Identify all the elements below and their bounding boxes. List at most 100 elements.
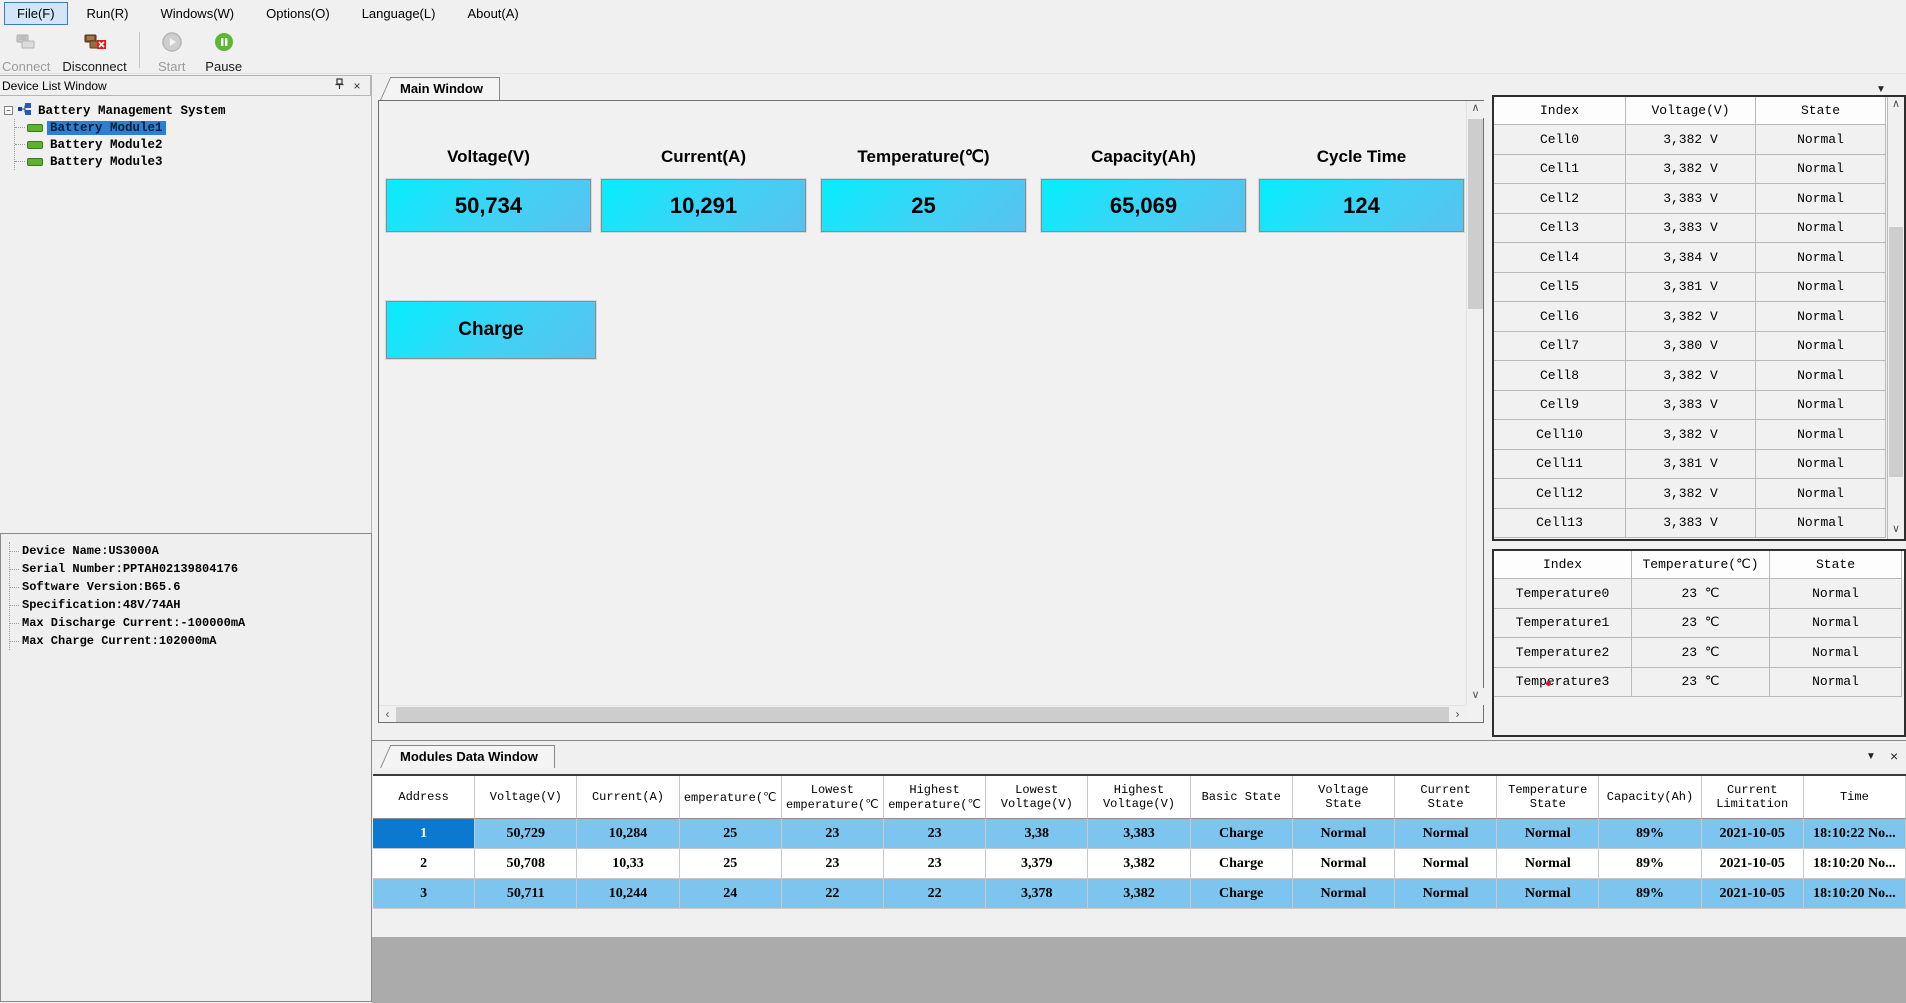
table-row[interactable]: Cell12 3,382 V Normal	[1494, 479, 1904, 509]
start-button[interactable]: Start	[146, 30, 198, 76]
main-vertical-scrollbar[interactable]: ∧ ∨	[1466, 101, 1484, 705]
column-header[interactable]: Time	[1803, 776, 1906, 819]
connect-button[interactable]: Connect	[0, 30, 56, 76]
table-row[interactable]: Temperature2 23 ℃ Normal	[1494, 638, 1904, 668]
temperature-table-header: Index Temperature(℃) State	[1494, 551, 1904, 579]
menu-item-options[interactable]: Options(O)	[266, 5, 330, 21]
table-row[interactable]: Cell2 3,383 V Normal	[1494, 184, 1904, 214]
column-header[interactable]: Temperature State	[1497, 776, 1600, 819]
column-header[interactable]: Highest Voltage(V)	[1088, 776, 1191, 819]
scroll-down-icon[interactable]: ∨	[1888, 522, 1904, 539]
close-icon[interactable]: ×	[1890, 748, 1899, 764]
table-cell: 3,380 V	[1626, 331, 1756, 361]
table-cell: 3,383 V	[1626, 390, 1756, 420]
table-row[interactable]: Cell5 3,381 V Normal	[1494, 272, 1904, 302]
charge-state-button[interactable]: Charge	[385, 300, 597, 360]
menu-item-about[interactable]: About(A)	[467, 5, 519, 21]
column-header[interactable]: Current(A)	[577, 776, 680, 819]
column-header[interactable]: Capacity(Ah)	[1599, 776, 1702, 819]
table-row[interactable]: Cell4 3,384 V Normal	[1494, 243, 1904, 273]
table-row[interactable]: Cell9 3,383 V Normal	[1494, 390, 1904, 420]
table-cell: 89%	[1599, 819, 1702, 849]
column-header[interactable]: Current State	[1394, 776, 1498, 819]
tree-item-battery-module3[interactable]: Battery Module3	[15, 153, 371, 170]
table-cell: Charge	[1190, 879, 1293, 909]
table-cell: 3,381 V	[1626, 449, 1756, 479]
scroll-left-icon[interactable]: ‹	[379, 706, 396, 722]
column-header[interactable]: Lowest Voltage(V)	[986, 776, 1089, 819]
disconnect-button[interactable]: Disconnect	[56, 30, 132, 76]
column-header[interactable]: emperature(℃	[679, 776, 782, 819]
column-header[interactable]: State	[1770, 551, 1902, 579]
main-horizontal-scrollbar[interactable]: ‹ ›	[379, 705, 1466, 722]
table-cell: 23	[781, 819, 884, 849]
table-row[interactable]: Temperature1 23 ℃ Normal	[1494, 608, 1904, 638]
table-cell: 23 ℃	[1632, 667, 1770, 697]
scroll-down-icon[interactable]: ∨	[1467, 688, 1484, 705]
column-header[interactable]: Temperature(℃)	[1632, 551, 1770, 579]
table-cell: Normal	[1756, 390, 1886, 420]
scrollbar-thumb[interactable]	[1468, 119, 1483, 309]
table-cell: 10,244	[577, 879, 680, 909]
modules-data-panel: Modules Data Window ▼ × Address Voltage(…	[372, 740, 1906, 1003]
tree-root-bms[interactable]: − Battery Management System	[4, 102, 371, 119]
table-cell: Cell11	[1494, 449, 1626, 479]
table-row[interactable]: Cell0 3,382 V Normal	[1494, 125, 1904, 155]
collapse-icon[interactable]: −	[4, 106, 13, 115]
toolbar-separator	[138, 32, 140, 68]
tab-main-window[interactable]: Main Window	[390, 77, 500, 100]
chevron-down-icon[interactable]: ▼	[1876, 84, 1886, 95]
column-header[interactable]: Basic State	[1190, 776, 1293, 819]
scroll-up-icon[interactable]: ∧	[1467, 101, 1484, 118]
table-row[interactable]: Cell7 3,380 V Normal	[1494, 331, 1904, 361]
scroll-up-icon[interactable]: ∧	[1888, 97, 1904, 114]
table-row[interactable]: 3 50,711 10,244 24 22 22 3,378 3,382 Charge Norma…	[373, 879, 1906, 909]
table-row[interactable]: Cell8 3,382 V Normal	[1494, 361, 1904, 391]
table-cell: 2021-10-05	[1701, 879, 1804, 909]
main-window-content: Voltage(V) Current(A) Temperature(℃) Cap…	[378, 100, 1484, 723]
menu-item-windows[interactable]: Windows(W)	[160, 5, 235, 21]
close-icon[interactable]: ×	[353, 78, 361, 93]
menu-item-run[interactable]: Run(R)	[86, 5, 129, 21]
tab-modules-data-window[interactable]: Modules Data Window	[390, 745, 555, 768]
table-row[interactable]: 2 50,708 10,33 25 23 23 3,379 3,382 Charge Normal…	[373, 849, 1906, 879]
table-cell: Cell9	[1494, 390, 1626, 420]
table-row[interactable]: 1 50,729 10,284 25 23 23 3,38 3,383 Charge Normal…	[373, 819, 1906, 849]
table-cell: Normal	[1756, 272, 1886, 302]
scrollbar-thumb[interactable]	[396, 707, 1449, 722]
table-row[interactable]: Cell1 3,382 V Normal	[1494, 154, 1904, 184]
column-header[interactable]: Address	[373, 776, 476, 819]
table-row[interactable]: Cell13 3,383 V Normal	[1494, 508, 1904, 538]
device-tree: − Battery Management System Battery Modu…	[0, 96, 371, 170]
column-header[interactable]: Voltage(V)	[1626, 97, 1756, 125]
table-row[interactable]: Temperature3 23 ℃ Normal	[1494, 667, 1904, 697]
column-header[interactable]: Current Limitation	[1701, 776, 1804, 819]
scroll-right-icon[interactable]: ›	[1449, 706, 1466, 722]
column-header[interactable]: Voltage State	[1292, 776, 1395, 819]
cell-table-scrollbar[interactable]: ∧ ∨	[1887, 97, 1904, 539]
table-cell: Temperature2	[1494, 638, 1632, 668]
menu-item-language[interactable]: Language(L)	[361, 5, 436, 21]
column-header[interactable]: Voltage(V)	[475, 776, 578, 819]
pause-button[interactable]: Pause	[198, 30, 250, 76]
column-header[interactable]: Highest emperature(℃	[883, 776, 987, 819]
table-row[interactable]: Cell11 3,381 V Normal	[1494, 449, 1904, 479]
tree-item-battery-module1[interactable]: Battery Module1	[15, 119, 371, 136]
tree-item-battery-module2[interactable]: Battery Module2	[15, 136, 371, 153]
table-cell: Cell6	[1494, 302, 1626, 332]
chevron-down-icon[interactable]: ▼	[1866, 751, 1876, 762]
scrollbar-thumb[interactable]	[1889, 227, 1903, 477]
table-row[interactable]: Cell6 3,382 V Normal	[1494, 302, 1904, 332]
table-row[interactable]: Temperature0 23 ℃ Normal	[1494, 579, 1904, 609]
column-header[interactable]: Lowest emperature(℃	[781, 776, 884, 819]
column-header[interactable]: Index	[1494, 97, 1626, 125]
column-header[interactable]: Index	[1494, 551, 1632, 579]
column-header[interactable]: State	[1756, 97, 1886, 125]
table-cell: Normal	[1756, 420, 1886, 450]
table-row[interactable]: Cell3 3,383 V Normal	[1494, 213, 1904, 243]
table-row[interactable]: Cell10 3,382 V Normal	[1494, 420, 1904, 450]
battery-icon	[27, 140, 43, 149]
table-cell: Temperature0	[1494, 579, 1632, 609]
pin-icon[interactable]	[330, 78, 348, 93]
menu-item-file[interactable]: File(F)	[4, 1, 68, 25]
